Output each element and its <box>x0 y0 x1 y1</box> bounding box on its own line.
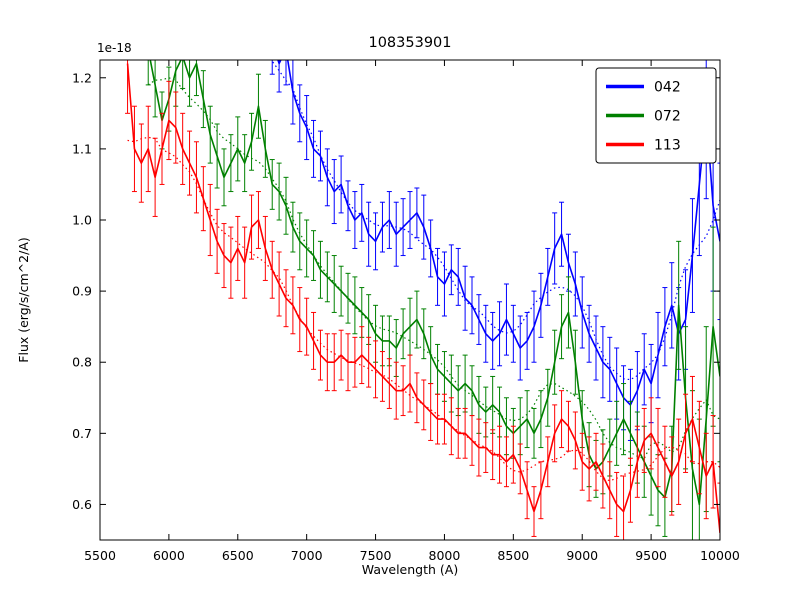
x-tick-label: 6500 <box>222 548 254 563</box>
y-axis-label: Flux (erg/s/cm^2/A) <box>16 237 31 362</box>
y-tick-label: 1.1 <box>72 141 92 156</box>
spectrum-line <box>126 63 720 533</box>
axes-frame <box>99 59 721 541</box>
y-tick-label: 1.0 <box>72 213 92 228</box>
x-tick-label: 8000 <box>429 548 461 563</box>
series-113 <box>125 60 720 540</box>
legend: 042 072 113 <box>595 67 717 164</box>
y-tick-label: 0.9 <box>72 284 92 299</box>
axis-layer: 5500 6000 6500 7000 7500 8000 8500 9000 9500 1000… <box>72 60 740 563</box>
x-tick-label: 5500 <box>84 548 116 563</box>
model-curve <box>147 77 720 460</box>
y-tick-label: 0.6 <box>72 497 92 512</box>
x-tick-label: 6000 <box>153 548 185 563</box>
x-tick-label: 7500 <box>360 548 392 563</box>
legend-label: 113 <box>654 138 681 154</box>
x-tick-label: 10000 <box>700 548 740 563</box>
spectrum-line <box>277 60 720 406</box>
chart-title: 108353901 <box>368 35 451 51</box>
legend-label: 072 <box>654 109 681 125</box>
y-tick-label: 0.7 <box>72 426 92 441</box>
y-tick-label: 0.8 <box>72 355 92 370</box>
y-axis-offset-text: 1e-18 <box>97 41 132 55</box>
series-layer <box>125 60 720 540</box>
legend-label: 042 <box>654 80 681 96</box>
spectrum-line <box>149 60 720 506</box>
y-tick-label: 1.2 <box>72 70 92 85</box>
x-tick-label: 9500 <box>635 548 667 563</box>
x-tick-label: 7000 <box>291 548 323 563</box>
x-tick-label: 8500 <box>497 548 529 563</box>
x-tick-label: 9000 <box>566 548 598 563</box>
legend-box <box>595 67 717 164</box>
x-axis-label: Wavelength (A) <box>362 562 458 577</box>
